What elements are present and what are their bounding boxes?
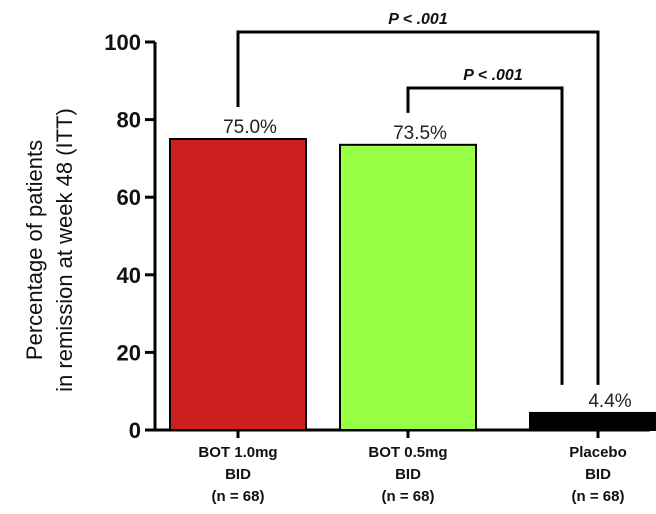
- category-label-line: BOT 1.0mg: [198, 444, 277, 461]
- y-tick-label: 80: [117, 108, 141, 133]
- bar: [339, 143, 477, 431]
- category-labels: BOT 1.0mg BID (n = 68) BOT 0.5mg BID (n = 68)…: [198, 444, 626, 505]
- y-tick-label: 60: [117, 185, 141, 210]
- y-tick-label: 40: [117, 263, 141, 288]
- significance-bracket-outer: [236, 30, 600, 385]
- bar: [529, 411, 656, 432]
- y-tick-label: 100: [104, 30, 141, 55]
- significance-brackets: P < .001 P < .001: [236, 11, 600, 385]
- y-tick-label: 0: [129, 418, 141, 443]
- category-label-line: BID: [585, 466, 611, 483]
- y-axis-title-line1: Percentage of patients: [22, 140, 47, 360]
- category-label-line: BID: [225, 466, 251, 483]
- data-labels: 75.0% 73.5% 4.4%: [223, 117, 632, 412]
- category-label: BOT 0.5mg BID (n = 68): [368, 444, 447, 505]
- category-label-line: (n = 68): [212, 488, 265, 505]
- category-label-line: (n = 68): [572, 488, 625, 505]
- data-label: 73.5%: [393, 123, 447, 144]
- y-axis-title: Percentage of patients in remission at w…: [22, 108, 77, 392]
- y-tick-label: 20: [117, 340, 141, 365]
- data-label: 75.0%: [223, 117, 277, 138]
- significance-bracket-inner: [406, 86, 564, 385]
- category-label-line: (n = 68): [382, 488, 435, 505]
- category-label: BOT 1.0mg BID (n = 68): [198, 444, 277, 505]
- significance-label-outer: P < .001: [388, 11, 448, 28]
- bar: [169, 138, 307, 431]
- y-axis-title-line2: in remission at week 48 (ITT): [52, 108, 77, 392]
- category-label-line: BOT 0.5mg: [368, 444, 447, 461]
- category-label: Placebo BID (n = 68): [569, 444, 627, 505]
- significance-label-inner: P < .001: [463, 67, 523, 84]
- bars: [169, 138, 656, 432]
- category-label-line: BID: [395, 466, 421, 483]
- y-axis: 0 20 40 60 80 100: [104, 30, 157, 443]
- category-label-line: Placebo: [569, 444, 627, 461]
- data-label: 4.4%: [588, 391, 631, 412]
- x-axis: [155, 428, 650, 438]
